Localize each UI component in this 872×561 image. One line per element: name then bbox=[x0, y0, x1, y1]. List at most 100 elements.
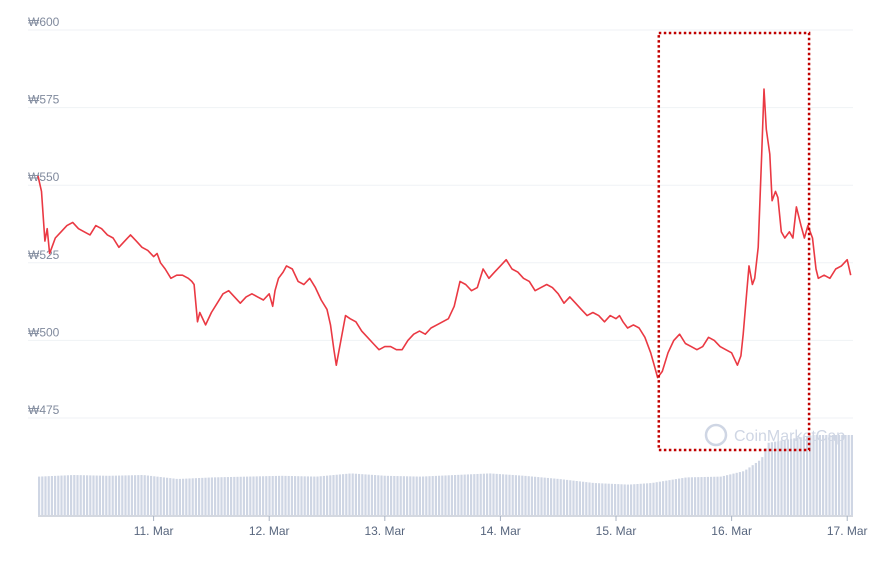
y-tick-label: ₩500 bbox=[28, 325, 60, 339]
volume-bar bbox=[767, 442, 770, 515]
volume-bar bbox=[818, 435, 821, 515]
volume-bar bbox=[294, 476, 297, 515]
volume-bar bbox=[306, 476, 309, 515]
volume-bar bbox=[390, 475, 393, 515]
volume-bar bbox=[214, 477, 217, 515]
volume-bar bbox=[223, 477, 226, 515]
volume-bar bbox=[393, 475, 396, 515]
x-tick-label: 16. Mar bbox=[711, 524, 752, 538]
volume-bar bbox=[396, 476, 399, 515]
volume-bar bbox=[790, 438, 793, 515]
watermark: CoinMarketCap bbox=[704, 423, 845, 447]
watermark-text: CoinMarketCap bbox=[734, 428, 845, 445]
volume-bar bbox=[54, 475, 57, 515]
volume-bar bbox=[102, 475, 105, 515]
x-tick-label: 17. Mar bbox=[827, 524, 868, 538]
coinmarketcap-logo-icon bbox=[704, 423, 728, 447]
x-tick-label: 14. Mar bbox=[480, 524, 521, 538]
volume-bar bbox=[252, 476, 255, 515]
volume-bar bbox=[518, 475, 521, 515]
volume-bar bbox=[553, 478, 556, 515]
volume-bar bbox=[799, 437, 802, 515]
volume-bar bbox=[249, 476, 252, 515]
volume-bar bbox=[98, 475, 101, 515]
volume-bar bbox=[434, 475, 437, 515]
volume-bar bbox=[425, 476, 428, 515]
volume-bar bbox=[844, 435, 847, 515]
volume-bar bbox=[742, 471, 745, 515]
volume-bar bbox=[559, 479, 562, 515]
volume-bar bbox=[649, 483, 652, 515]
volume-bar bbox=[156, 476, 159, 515]
volume-bar bbox=[198, 478, 201, 515]
volume-bar bbox=[735, 472, 738, 515]
volume-bar bbox=[796, 437, 799, 515]
volume-bar bbox=[342, 474, 345, 515]
volume-bar bbox=[834, 435, 837, 515]
volume-bar bbox=[300, 476, 303, 515]
volume-bar bbox=[402, 476, 405, 515]
volume-bar bbox=[319, 476, 322, 515]
volume-bar bbox=[124, 475, 127, 515]
volume-bar bbox=[738, 472, 741, 515]
volume-bar bbox=[671, 479, 674, 515]
volume-bar bbox=[329, 475, 332, 515]
volume-bar bbox=[262, 476, 265, 515]
volume-bar bbox=[470, 474, 473, 515]
volume-bar bbox=[476, 473, 479, 515]
volume-bar bbox=[591, 482, 594, 515]
x-tick-label: 15. Mar bbox=[596, 524, 637, 538]
volume-bar bbox=[66, 475, 69, 515]
volume-bar bbox=[422, 476, 425, 515]
volume-bar bbox=[290, 476, 293, 515]
volume-bar bbox=[444, 475, 447, 515]
volume-bar bbox=[153, 476, 156, 515]
volume-bar bbox=[674, 479, 677, 515]
volume-bar bbox=[658, 481, 661, 515]
volume-bar bbox=[601, 483, 604, 515]
volume-bar bbox=[566, 479, 569, 515]
volume-bar bbox=[754, 462, 757, 515]
volume-bar bbox=[492, 473, 495, 515]
volume-bar bbox=[95, 475, 98, 515]
volume-bar bbox=[713, 476, 716, 515]
volume-bar bbox=[242, 476, 245, 515]
volume-bar bbox=[127, 475, 130, 515]
volume-bar bbox=[793, 438, 796, 515]
volume-bar bbox=[850, 435, 853, 515]
volume-bar bbox=[582, 481, 585, 515]
volume-bar bbox=[326, 475, 329, 515]
volume-bar bbox=[482, 473, 485, 515]
volume-bar bbox=[514, 475, 517, 515]
volume-bar bbox=[511, 474, 514, 515]
volume-bar bbox=[828, 435, 831, 515]
volume-bar bbox=[386, 475, 389, 515]
volume-bar bbox=[310, 476, 313, 515]
volume-bar bbox=[710, 476, 713, 515]
volume-bar bbox=[79, 475, 82, 515]
volume-bar bbox=[639, 483, 642, 515]
volume-bar bbox=[546, 477, 549, 515]
volume-bar bbox=[345, 473, 348, 515]
volume-bar bbox=[438, 475, 441, 515]
volume-bar bbox=[732, 473, 735, 515]
volume-bar bbox=[86, 475, 89, 515]
volume-bar bbox=[140, 475, 143, 515]
volume-bar bbox=[47, 476, 50, 515]
volume-bar bbox=[38, 476, 41, 515]
volume-bar bbox=[626, 484, 629, 515]
volume-bar bbox=[550, 478, 553, 515]
volume-bar bbox=[380, 475, 383, 515]
volume-bar bbox=[194, 478, 197, 515]
volume-bar bbox=[726, 475, 729, 515]
x-tick-label: 12. Mar bbox=[249, 524, 290, 538]
x-tick-label: 13. Mar bbox=[364, 524, 405, 538]
volume-bar bbox=[543, 477, 546, 515]
volume-bar bbox=[348, 473, 351, 515]
volume-bar bbox=[162, 477, 165, 515]
volume-bar bbox=[361, 474, 364, 515]
y-tick-label: ₩600 bbox=[28, 15, 60, 29]
volume-bar bbox=[431, 476, 434, 515]
volume-bar bbox=[338, 474, 341, 515]
volume-bar bbox=[105, 475, 108, 515]
